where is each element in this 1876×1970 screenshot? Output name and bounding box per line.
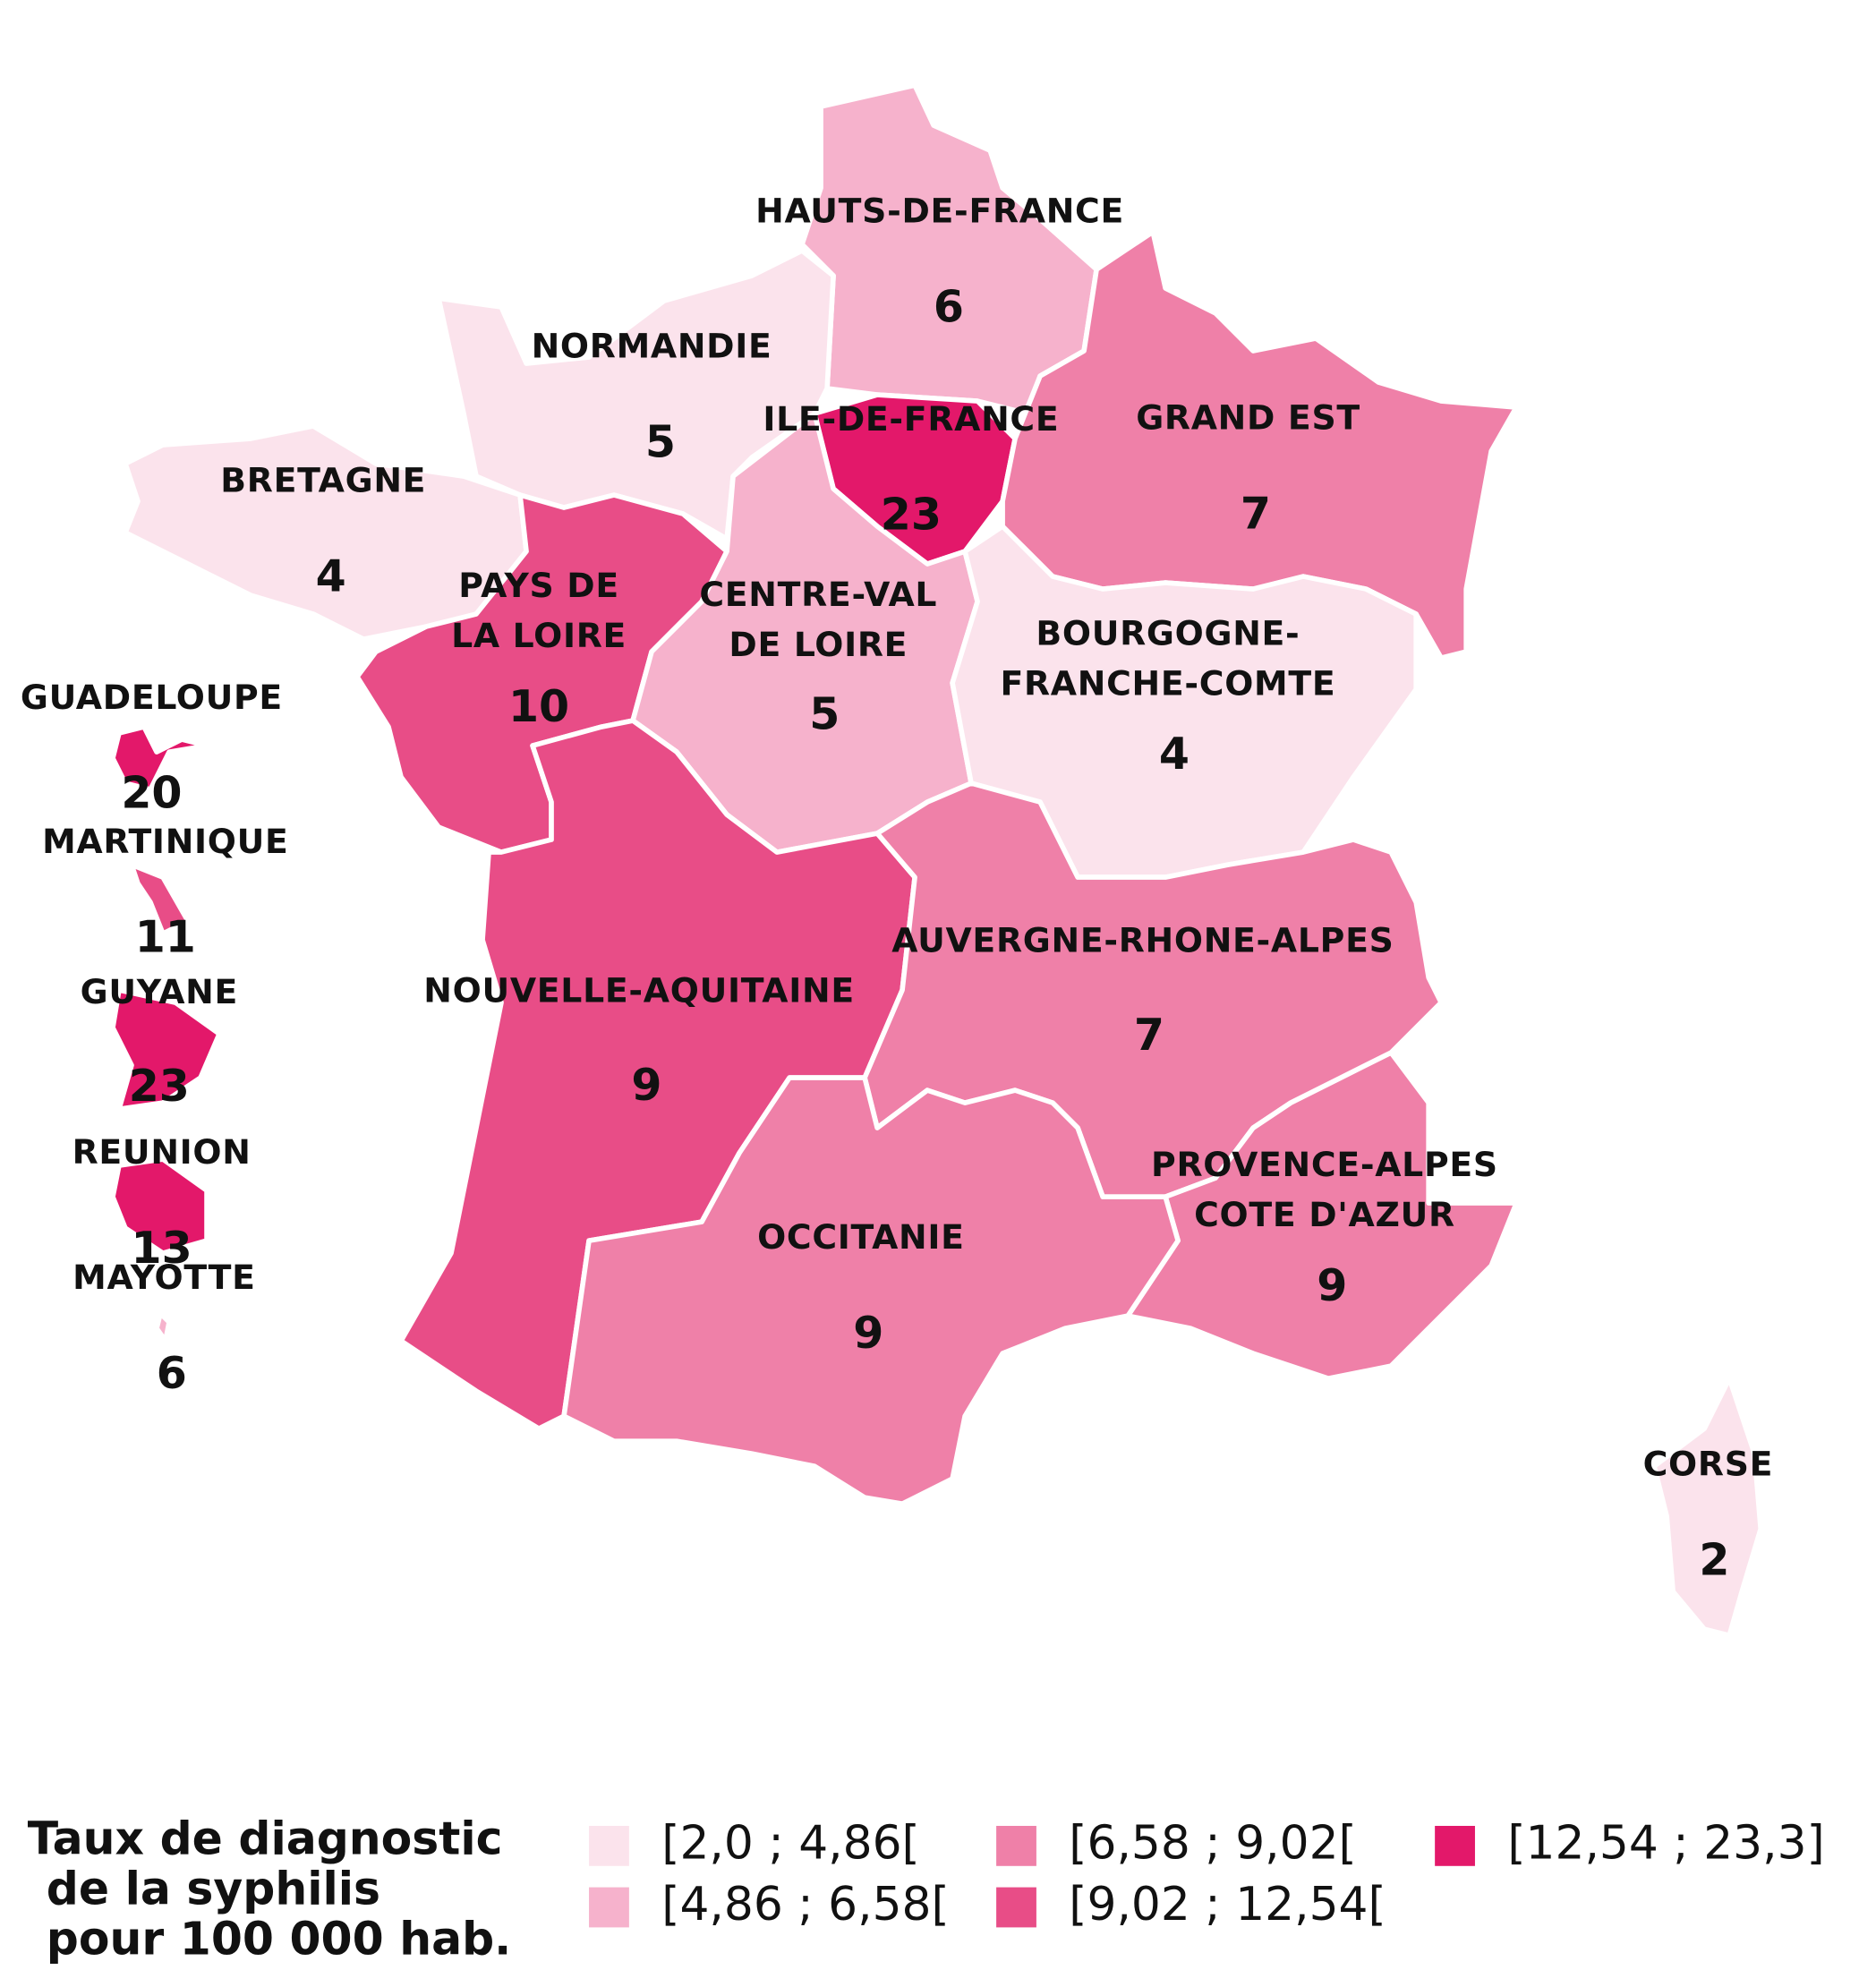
region-name: HAUTS-DE-FRANCE (755, 192, 1124, 231)
region-value: 6 (157, 1348, 187, 1399)
region-value: 9 (853, 1308, 883, 1359)
region-value: 5 (809, 688, 840, 739)
legend-label: [6,58 ; 9,02[ (1069, 1816, 1356, 1870)
region-name: AUVERGNE-RHONE-ALPES (891, 920, 1394, 959)
region-value: 6 (934, 281, 964, 332)
legend-title: pour 100 000 hab. (47, 1913, 512, 1966)
region-name: PROVENCE-ALPES (1151, 1145, 1498, 1184)
region-name: MAYOTTE (72, 1258, 256, 1297)
region-name: DE LOIRE (729, 625, 908, 664)
region (110, 987, 222, 1112)
region (110, 1156, 209, 1256)
legend-label: [9,02 ; 12,54[ (1069, 1878, 1386, 1932)
region (110, 724, 209, 792)
region-name: COTE D'AZUR (1194, 1195, 1455, 1234)
region-name: GRAND EST (1136, 398, 1360, 438)
region-value: 4 (1159, 729, 1190, 780)
region (1651, 1376, 1763, 1638)
region-name: BRETAGNE (220, 461, 426, 500)
region-name: MARTINIQUE (42, 822, 288, 861)
region-value: 9 (1317, 1260, 1347, 1311)
region-name: GUYANE (81, 972, 238, 1011)
region-value: 20 (121, 768, 182, 819)
region-value: 23 (129, 1061, 190, 1112)
region-value: 23 (881, 490, 942, 541)
region-value: 13 (132, 1223, 192, 1274)
region-name: ILE-DE-FRANCE (763, 399, 1059, 439)
region-name: OCCITANIE (757, 1217, 965, 1257)
legend-label: [12,54 ; 23,3] (1507, 1816, 1824, 1870)
region-name: REUNION (72, 1132, 252, 1172)
region (561, 1075, 1181, 1506)
region-value: 2 (1699, 1534, 1729, 1585)
legend-swatch (996, 1887, 1036, 1928)
region-value: 5 (645, 417, 676, 468)
legend-swatch (589, 1825, 629, 1866)
region-name: NOUVELLE-AQUITAINE (423, 970, 855, 1010)
region-value: 10 (508, 681, 569, 732)
legend-title: de la syphilis (47, 1863, 380, 1915)
region (799, 82, 1099, 416)
region-name: GUADELOUPE (21, 678, 283, 717)
region-name: FRANCHE-COMTE (1000, 663, 1335, 703)
region-name: LA LOIRE (451, 616, 627, 655)
region-name: PAYS DE (458, 566, 619, 605)
region-value: 11 (135, 912, 196, 963)
region-value: 7 (1134, 1010, 1164, 1061)
legend-label: [2,0 ; 4,86[ (661, 1816, 920, 1870)
region (154, 1310, 172, 1343)
region-value: 9 (631, 1060, 661, 1111)
region-name: CENTRE-VAL (699, 575, 937, 614)
legend-swatch (1435, 1825, 1475, 1866)
region (129, 862, 191, 936)
legend-title: Taux de diagnostic (28, 1812, 503, 1865)
region-value: 7 (1241, 488, 1271, 539)
region-value: 4 (316, 550, 346, 601)
legend-swatch (589, 1887, 629, 1928)
region-name: BOURGOGNE- (1036, 613, 1300, 652)
legend-swatch (996, 1825, 1036, 1866)
region-name: CORSE (1643, 1445, 1774, 1484)
region-name: NORMANDIE (532, 327, 772, 366)
legend-label: [4,86 ; 6,58[ (661, 1878, 949, 1932)
region (123, 423, 529, 642)
